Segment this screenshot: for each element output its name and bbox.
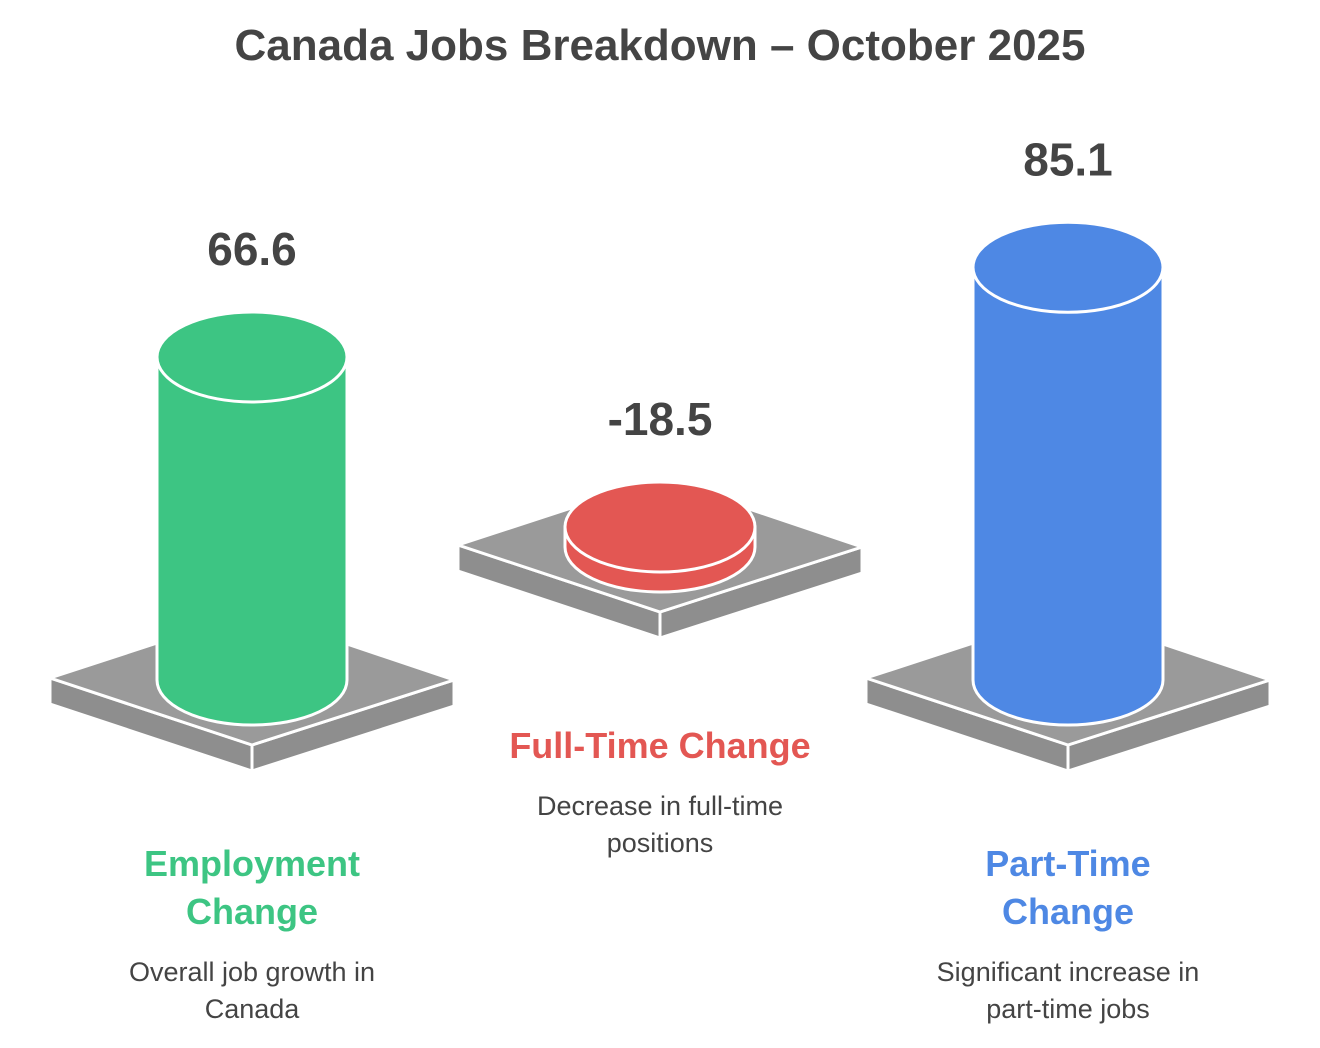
- description: Decrease in full-time positions: [536, 791, 784, 858]
- category-label: Full-Time Change: [509, 725, 811, 766]
- label-column: Employment Change Overall job growth in C…: [52, 840, 452, 1028]
- value-label: -18.5: [608, 393, 713, 445]
- category-label: Employment Change: [143, 843, 361, 932]
- cylinder: [155, 355, 349, 727]
- cylinder-top: [155, 310, 349, 404]
- cylinder: [971, 265, 1165, 727]
- description: Significant increase in part-time jobs: [936, 957, 1200, 1024]
- description: Overall job growth in Canada: [128, 957, 376, 1024]
- label-column: Full-Time Change Decrease in full-time po…: [460, 722, 860, 862]
- value-label: 85.1: [1023, 133, 1113, 185]
- cylinder-top: [971, 220, 1165, 314]
- category-label: Part-Time Change: [985, 843, 1151, 932]
- value-label: 66.6: [207, 223, 297, 275]
- cylinder-top: [563, 480, 757, 574]
- label-column: Part-Time Change Significant increase in …: [868, 840, 1268, 1028]
- chart-title: Canada Jobs Breakdown – October 2025: [235, 21, 1086, 70]
